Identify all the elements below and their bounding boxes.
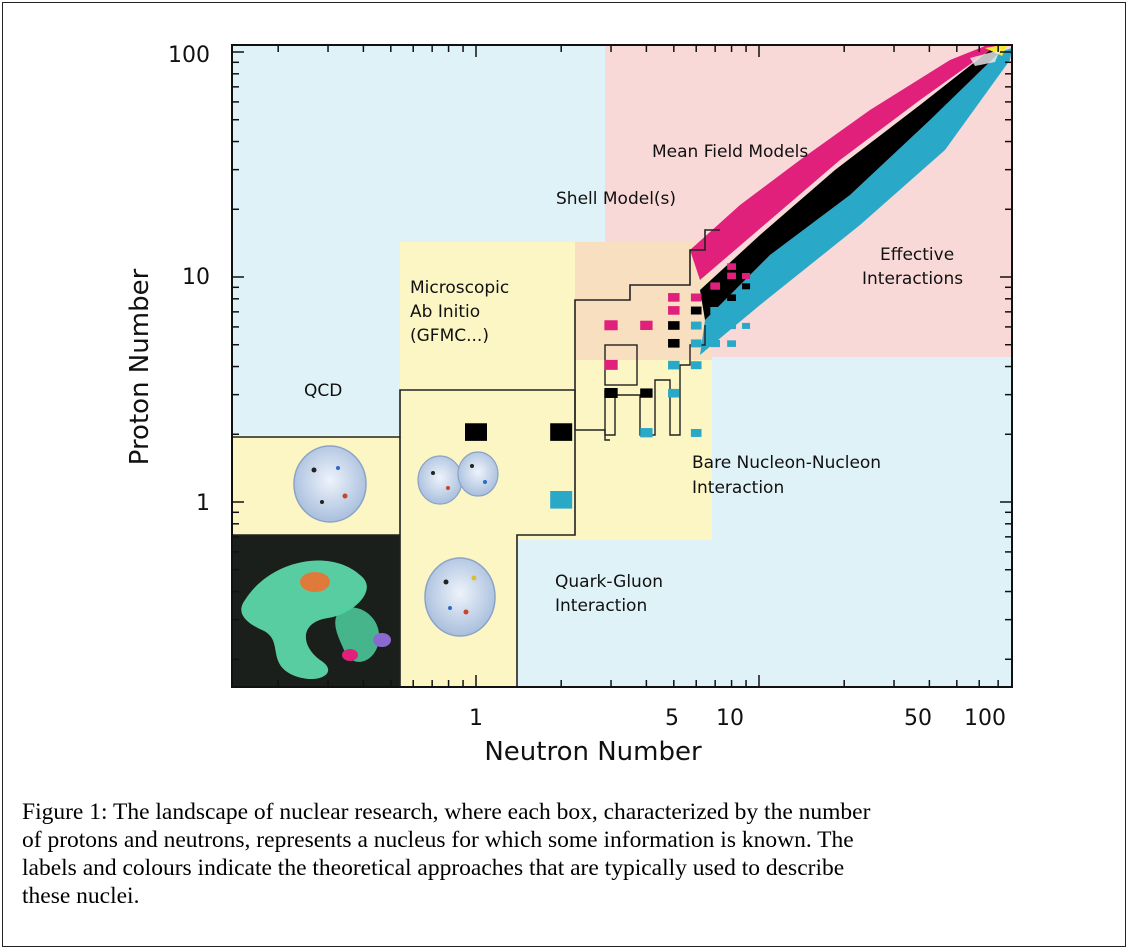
y-tick-1: 1: [196, 491, 210, 516]
y-tick-100: 100: [168, 43, 210, 68]
nucleus-square-9: [668, 293, 680, 302]
nuclide-band: [690, 45, 1012, 355]
nucleus-square-17: [690, 321, 702, 330]
nucleus-square-31: [727, 322, 736, 330]
nucleus-square-15: [690, 293, 702, 302]
nucleus-square-21: [710, 282, 721, 290]
label-mean-field: Mean Field Models: [652, 142, 808, 162]
band-cyan: [700, 48, 1012, 355]
nucleus-square-13: [668, 360, 680, 370]
nucleus-square-26: [727, 263, 736, 270]
nucleon-disk-2: [417, 455, 463, 505]
nucleus-square-16: [690, 306, 702, 315]
nucleus-square-34: [742, 283, 751, 290]
nucleon-disk-3: [457, 451, 499, 497]
y-axis-title: Proton Number: [125, 268, 155, 465]
nucleus-square-20: [690, 428, 702, 437]
nucleus-square-32: [727, 340, 736, 347]
label-shell-model: Shell Model(s): [556, 189, 676, 209]
band-magenta: [690, 45, 1000, 280]
nucleus-square-22: [710, 293, 721, 302]
label-quark-gluon-2: Interaction: [555, 596, 647, 616]
nucleus-square-14: [668, 388, 680, 398]
nucleus-square-11: [668, 321, 680, 330]
nucleus-square-1: [550, 423, 573, 441]
nucleus-square-18: [690, 339, 702, 348]
caption-line-2: of protons and neutrons, represents a nu…: [22, 827, 854, 853]
nucleus-square-23: [710, 307, 721, 315]
nucleus-square-35: [742, 294, 751, 301]
x-tick-1: 1: [469, 706, 483, 731]
nucleus-square-3: [604, 320, 618, 331]
nucleus-square-36: [742, 307, 751, 314]
x-tick-50: 50: [904, 706, 932, 731]
nucleus-square-4: [604, 359, 618, 370]
y-tick-10: 10: [182, 265, 210, 290]
staircase-right: [604, 325, 706, 436]
nuclear-landscape-chart: Mean Field Models Shell Model(s) Effecti…: [125, 43, 1013, 767]
label-ab-initio-2: Ab Initio: [410, 302, 480, 322]
x-tick-100: 100: [964, 706, 1006, 731]
x-axis-title: Neutron Number: [484, 737, 702, 767]
nucleon-disk-4: [424, 557, 496, 637]
nucleus-square-0: [465, 423, 487, 441]
nucleus-square-25: [710, 339, 721, 348]
x-tick-10: 10: [716, 706, 744, 731]
nucleus-square-12: [668, 338, 680, 348]
nucleus-square-37: [742, 322, 751, 329]
qcd-flux-tube-image: [241, 560, 391, 679]
label-quark-gluon-1: Quark-Gluon: [555, 572, 663, 592]
band-black: [700, 50, 1000, 320]
nucleus-square-28: [727, 282, 736, 290]
caption-line-4: these nuclei.: [22, 883, 140, 909]
label-bare-nn-1: Bare Nucleon-Nucleon: [692, 453, 881, 473]
nucleus-square-10: [668, 306, 680, 315]
x-tick-5: 5: [665, 706, 679, 731]
nucleus-square-24: [710, 322, 721, 330]
nucleus-square-5: [604, 387, 618, 398]
shell-overlap-region: [575, 242, 712, 360]
label-bare-nn-2: Interaction: [692, 478, 784, 498]
nucleus-square-30: [727, 307, 736, 315]
label-qcd: QCD: [304, 381, 342, 401]
caption-line-1: Figure 1: The landscape of nuclear resea…: [22, 799, 871, 825]
label-effective-1: Effective: [880, 245, 954, 265]
nucleus-square-7: [640, 388, 653, 398]
nucleus-square-29: [727, 294, 736, 302]
label-ab-initio-1: Microscopic: [410, 278, 509, 298]
figure-caption: Figure 1: The landscape of nuclear resea…: [22, 798, 1102, 910]
nucleus-square-19: [690, 361, 702, 370]
nucleus-square-6: [640, 320, 653, 331]
nuclei-outline: [232, 229, 720, 438]
label-ab-initio-3: (GFMC...): [410, 326, 489, 346]
nucleus-square-8: [640, 428, 653, 438]
nucleon-disk-1: [293, 445, 367, 523]
nucleus-square-27: [727, 272, 736, 280]
nucleus-square-33: [742, 273, 751, 279]
nucleus-square-2: [550, 491, 573, 509]
caption-line-3: labels and colours indicate the theoreti…: [22, 855, 845, 881]
label-effective-2: Interactions: [862, 269, 963, 289]
